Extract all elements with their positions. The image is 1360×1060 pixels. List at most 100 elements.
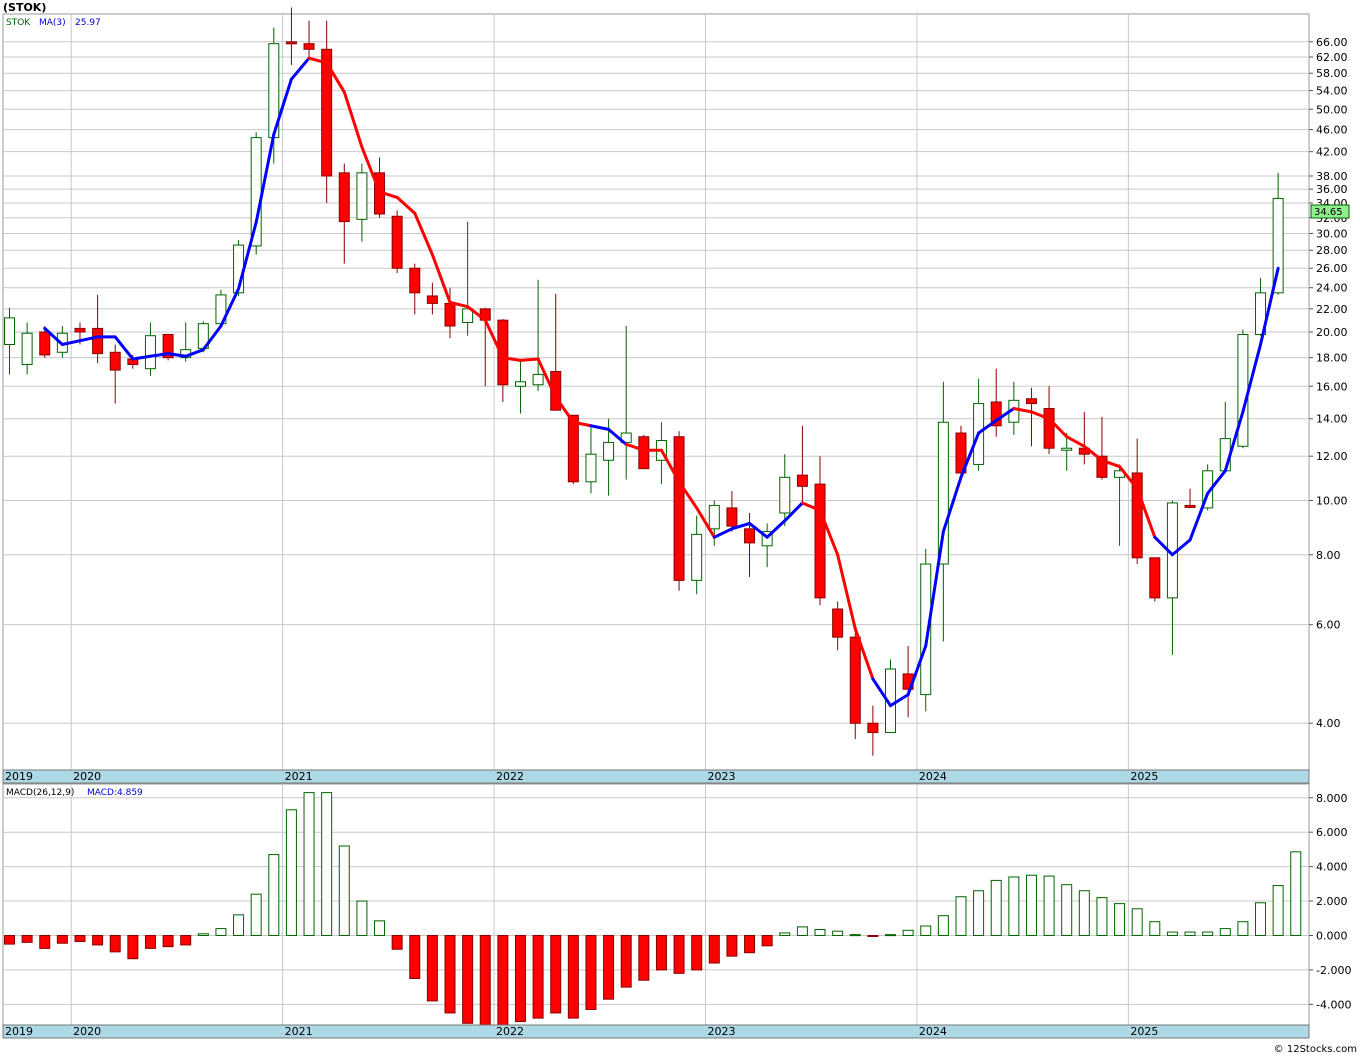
macd-bar-negative: [144, 934, 156, 949]
ma-segment: [395, 195, 417, 215]
macd-bar-positive: [285, 809, 297, 936]
macd-bar-negative: [409, 934, 421, 980]
candle-body-down: [990, 401, 1002, 427]
candle-body-down: [1025, 398, 1037, 405]
ma-segment: [289, 56, 311, 81]
ma-segment: [959, 431, 981, 479]
ma-segment: [430, 253, 452, 304]
ma-segment: [1223, 410, 1245, 473]
ma-segment: [695, 506, 716, 539]
macd-bar-negative: [162, 934, 174, 948]
macd-x-tick-label: 2024: [919, 1025, 947, 1038]
price-y-tick-label: 66.00: [1316, 36, 1348, 49]
price-y-tick-label: 24.00: [1316, 282, 1348, 295]
ma-segment: [536, 357, 558, 399]
price-grid: [3, 14, 1309, 770]
ma-segment: [1153, 535, 1174, 557]
ma-segment: [730, 521, 752, 531]
price-y-tick-label: 30.00: [1316, 227, 1348, 240]
macd-bar-negative: [74, 934, 86, 943]
ma-segment: [1241, 342, 1263, 414]
macd-y-tick-label: 2.000: [1316, 895, 1348, 908]
price-y-tick-label: 26.00: [1316, 262, 1348, 275]
macd-bar-positive: [1008, 876, 1020, 936]
macd-bar-negative: [462, 934, 474, 1024]
candle-body-down: [955, 432, 967, 474]
macd-bar-positive: [1166, 931, 1178, 936]
price-y-tick-label: 10.00: [1316, 495, 1348, 508]
price-candle: [285, 7, 297, 65]
price-candle: [162, 333, 174, 361]
ma-segment: [113, 335, 135, 361]
price-y-tick-label: 36.00: [1316, 183, 1348, 196]
ma-segment: [325, 61, 346, 94]
candle-body-up: [250, 137, 262, 247]
candle-body-down: [109, 351, 121, 371]
candle-body-down: [550, 371, 562, 411]
price-x-tick-label: 2024: [919, 770, 947, 783]
price-x-tick-label: 2020: [73, 770, 101, 783]
price-candle: [514, 360, 526, 414]
candle-body-down: [444, 302, 456, 327]
price-y-tick-label: 28.00: [1316, 244, 1348, 257]
ma-segment: [994, 407, 1016, 422]
price-y-tick-label: 54.00: [1316, 85, 1348, 98]
macd-bar-negative: [620, 934, 632, 988]
price-x-axis: 2019 2020 2021 2022 2023 2024 2025: [5, 770, 1158, 783]
price-candle: [1184, 488, 1196, 508]
ma-segment: [1029, 410, 1051, 421]
candle-body-up: [937, 421, 949, 565]
price-y-tick-label: 4.00: [1316, 717, 1341, 730]
macd-bar-positive: [197, 933, 209, 936]
macd-bar-positive: [796, 926, 808, 936]
ma-segment: [783, 501, 804, 523]
macd-bar-negative: [603, 934, 615, 1000]
price-y-tick-label: 14.00: [1316, 413, 1348, 426]
ma-segment: [43, 326, 64, 346]
price-y-tick-label: 38.00: [1316, 170, 1348, 183]
candle-body-down: [1043, 408, 1055, 449]
price-y-tick-label: 42.00: [1316, 146, 1348, 159]
macd-bar-positive: [1131, 908, 1143, 936]
ma-segment: [518, 357, 540, 362]
price-candle: [1025, 387, 1037, 447]
ma-segment: [131, 354, 152, 361]
price-y-tick-label: 46.00: [1316, 124, 1348, 137]
macd-bar-negative: [744, 934, 756, 954]
macd-bar-negative: [39, 934, 51, 949]
macd-bar-positive: [250, 893, 262, 936]
price-candle: [1255, 277, 1267, 336]
ma-segment: [765, 519, 787, 539]
candle-body-down: [638, 436, 650, 470]
price-y-tick-label: 20.00: [1316, 326, 1348, 339]
ma-segment: [800, 501, 822, 512]
ma-segment: [1135, 487, 1157, 539]
candle-body-down: [1184, 504, 1196, 508]
macd-bar-negative: [444, 934, 456, 1014]
ma-segment: [307, 56, 329, 65]
ma-segment: [60, 339, 82, 346]
price-candle: [726, 490, 738, 532]
ma-segment: [1065, 435, 1086, 448]
price-y-tick-label: 58.00: [1316, 67, 1348, 80]
ticker-label: STOK: [6, 18, 31, 28]
price-candle: [585, 427, 597, 494]
ma-segment: [924, 530, 945, 648]
candle-body-down: [796, 474, 808, 487]
candle-body-down: [285, 41, 297, 45]
ma-segment: [1259, 266, 1280, 346]
price-y-tick-label: 50.00: [1316, 103, 1348, 116]
ma-segment: [1118, 465, 1139, 491]
ma-segment: [818, 508, 840, 557]
macd-bar-positive: [1043, 875, 1055, 936]
macd-bar-negative: [585, 934, 597, 1011]
candle-body-up: [514, 381, 526, 387]
price-candle: [673, 431, 685, 591]
macd-bar-positive: [902, 929, 914, 936]
ma-segment: [501, 356, 522, 362]
macd-bar-negative: [21, 934, 33, 943]
price-candle: [321, 20, 333, 204]
macd-grid: [3, 784, 1309, 1025]
price-candle: [990, 368, 1002, 437]
